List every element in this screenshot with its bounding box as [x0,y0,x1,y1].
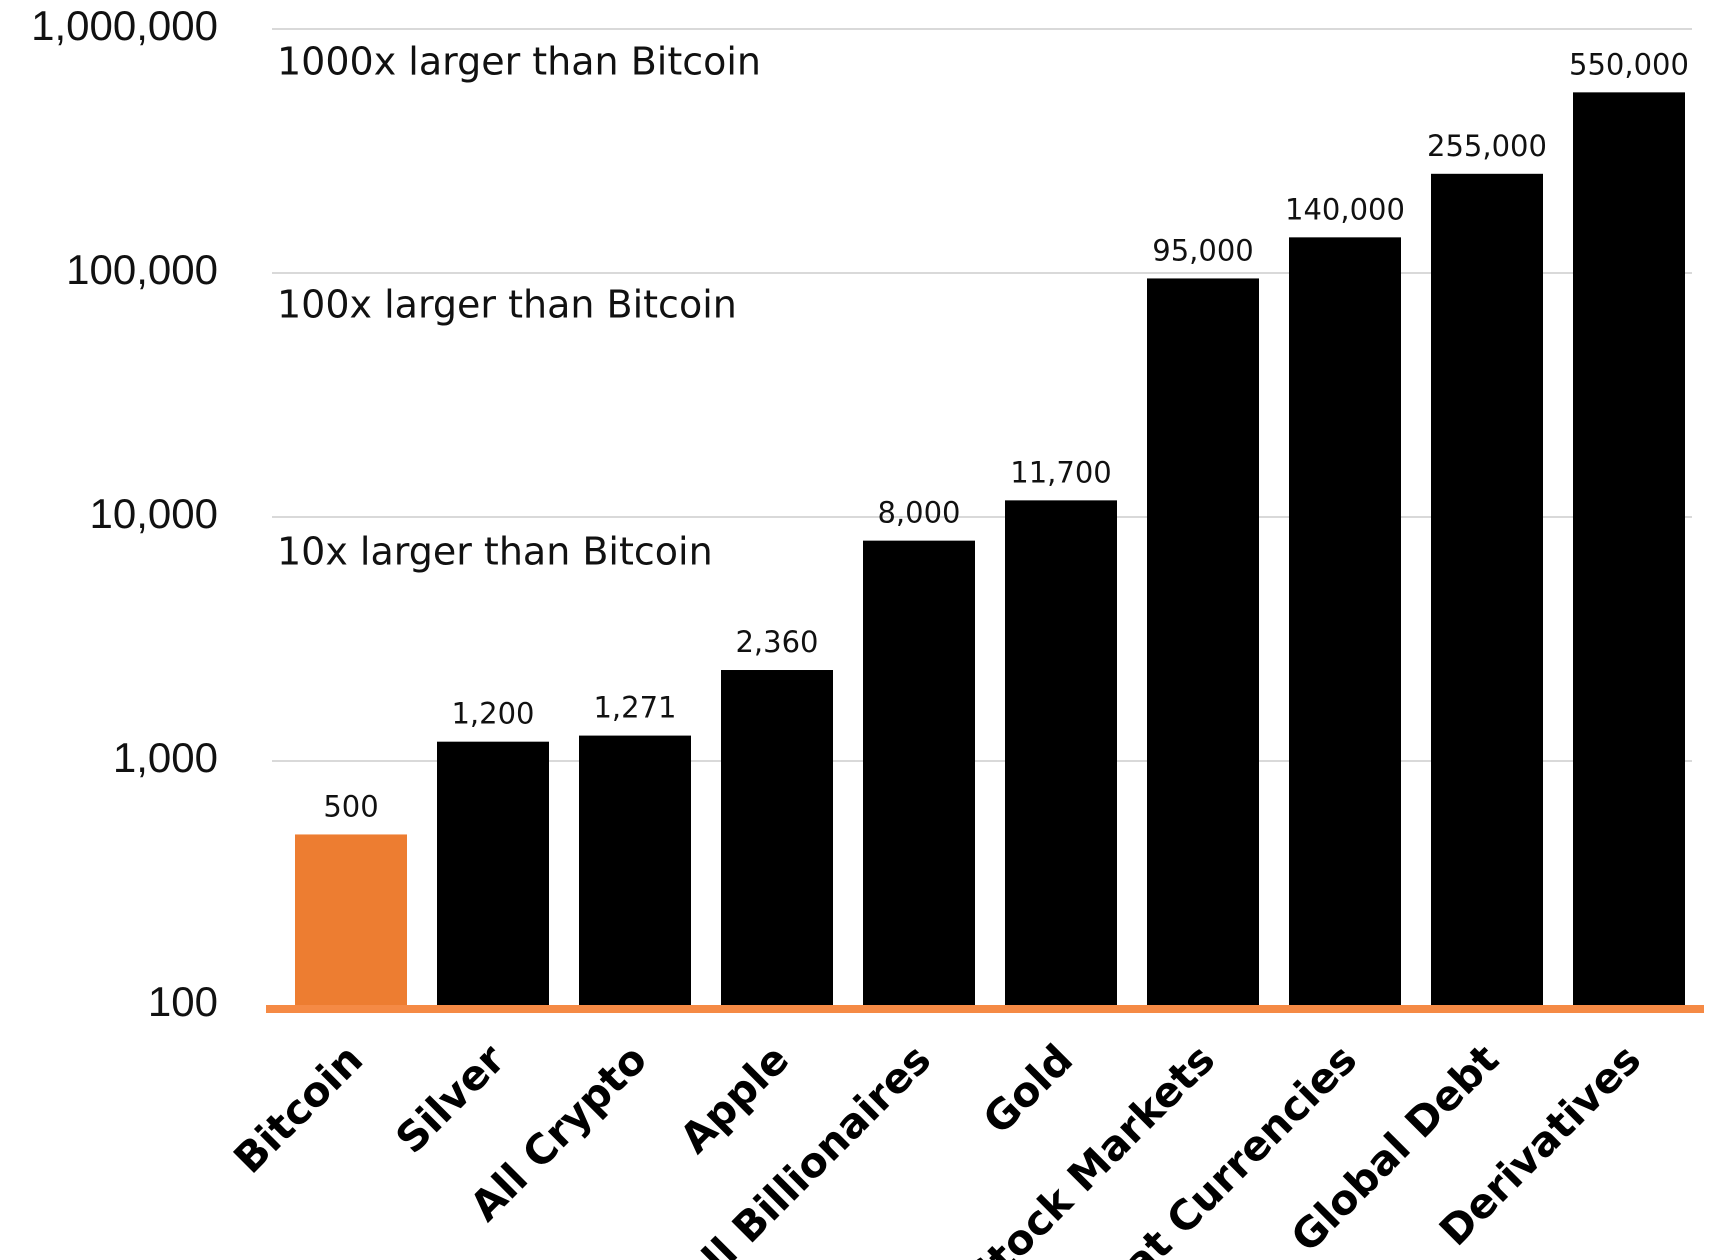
x-tick-label: Silver [387,1035,515,1163]
data-label: 255,000 [1427,129,1547,163]
data-label: 140,000 [1285,192,1405,226]
x-tick-label: Apple [671,1035,798,1162]
bar [579,735,691,1005]
bar [1147,278,1259,1006]
bar [1573,92,1685,1005]
bar [1289,237,1401,1006]
data-label: 8,000 [877,496,960,530]
annotation-label: 1000x larger than Bitcoin [277,40,761,84]
y-axis-ticks: 100 1,000 10,000 100,000 1,000,000 [31,2,218,1025]
data-label: 11,700 [1010,455,1111,489]
bar [437,741,549,1005]
data-label: 1,200 [451,697,534,731]
annotation-label: 100x larger than Bitcoin [277,283,737,327]
bar [1005,500,1117,1005]
bar [721,670,833,1005]
bar [295,834,407,1005]
x-tick-label: Gold [974,1035,1082,1143]
baseline-axis [266,1005,1704,1013]
x-tick-label: Bitcoin [225,1035,373,1183]
annotation-label: 10x larger than Bitcoin [277,530,713,574]
bar [863,540,975,1005]
y-tick-label: 100 [148,978,218,1025]
data-labels: 500 1,200 1,271 2,360 8,000 11,700 95,000 140,0… [323,47,1689,823]
data-label: 500 [323,789,378,823]
y-tick-label: 100,000 [66,246,218,293]
data-label: 1,271 [593,691,676,725]
baseline [266,1005,1704,1013]
bars [295,92,1685,1006]
y-tick-label: 1,000 [113,734,218,781]
y-tick-label: 1,000,000 [31,2,218,49]
annotations: 10x larger than Bitcoin 100x larger than … [277,40,761,574]
data-label: 95,000 [1152,233,1253,267]
data-label: 2,360 [735,625,818,659]
y-tick-label: 10,000 [90,490,218,537]
bar [1431,173,1543,1005]
data-label: 550,000 [1569,47,1689,81]
